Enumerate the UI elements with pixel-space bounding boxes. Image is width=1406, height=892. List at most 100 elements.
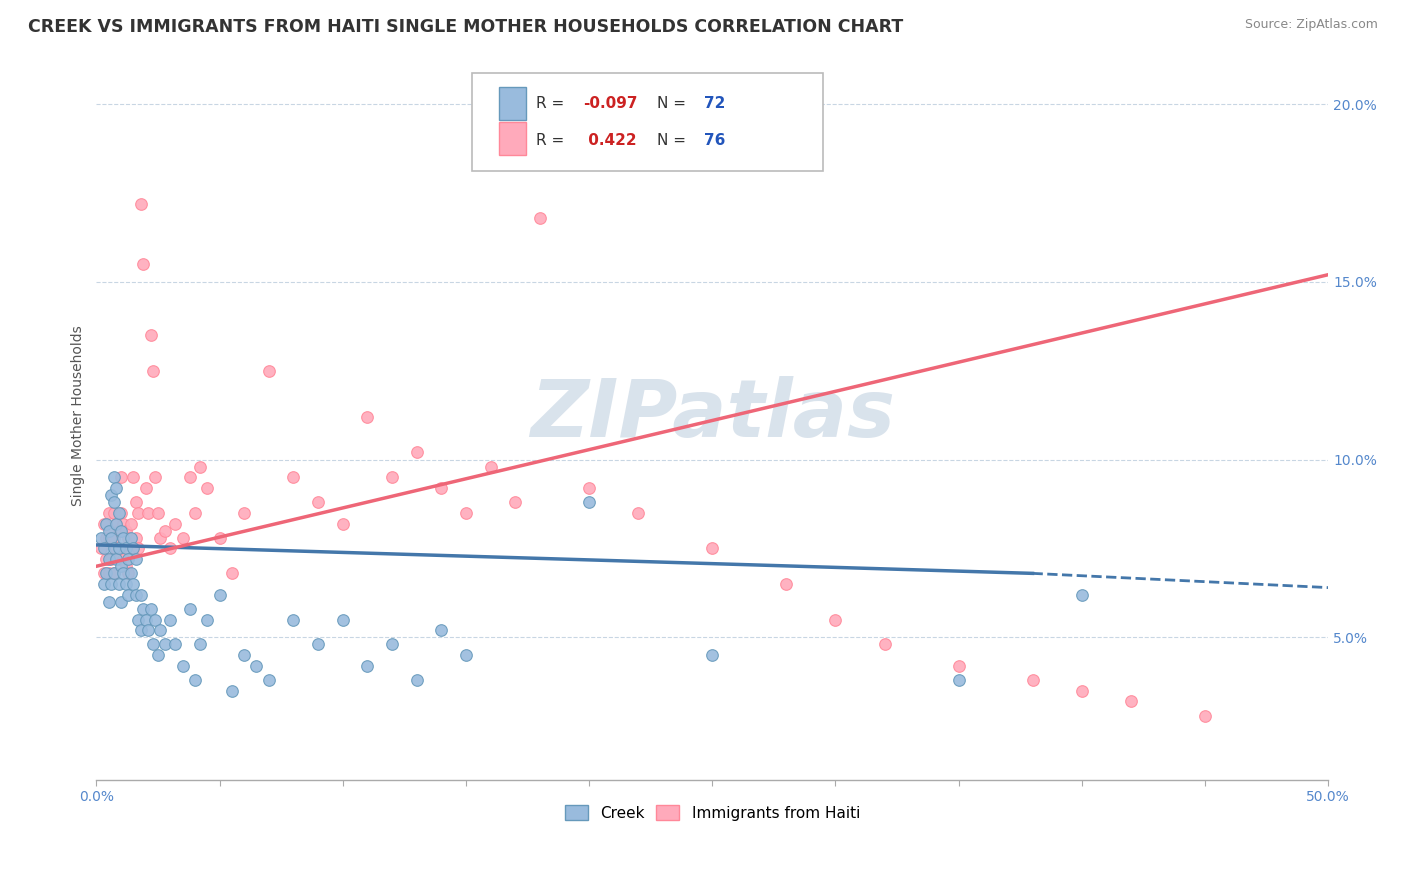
Point <box>159 613 181 627</box>
Point <box>105 552 128 566</box>
Point <box>110 595 132 609</box>
Point <box>208 531 231 545</box>
Point <box>97 524 120 538</box>
Point <box>332 613 354 627</box>
Point <box>529 211 551 225</box>
Point <box>948 673 970 687</box>
Point <box>221 683 243 698</box>
Point <box>129 624 152 638</box>
Point <box>145 470 167 484</box>
Point <box>107 577 129 591</box>
Point <box>179 602 201 616</box>
Point <box>159 541 181 556</box>
Point <box>184 506 207 520</box>
Point <box>105 541 128 556</box>
Point <box>188 638 211 652</box>
Point <box>307 638 329 652</box>
Point <box>381 470 404 484</box>
Point <box>125 588 148 602</box>
FancyBboxPatch shape <box>499 122 526 155</box>
Point <box>454 506 477 520</box>
FancyBboxPatch shape <box>472 72 823 171</box>
Text: R =: R = <box>536 96 569 112</box>
Text: Source: ZipAtlas.com: Source: ZipAtlas.com <box>1244 18 1378 31</box>
Point <box>479 459 502 474</box>
Point <box>122 541 145 556</box>
Point <box>115 577 138 591</box>
Point <box>96 552 118 566</box>
Point <box>100 488 122 502</box>
Point <box>405 673 427 687</box>
Point <box>112 552 135 566</box>
Point <box>97 531 120 545</box>
Y-axis label: Single Mother Households: Single Mother Households <box>72 325 86 506</box>
Point <box>1021 673 1043 687</box>
Point <box>155 524 177 538</box>
Point <box>105 516 128 531</box>
Point <box>129 588 152 602</box>
Point <box>125 531 148 545</box>
Point <box>233 506 256 520</box>
Point <box>115 524 138 538</box>
Point <box>120 516 142 531</box>
Point <box>775 577 797 591</box>
Point <box>332 516 354 531</box>
Point <box>195 481 218 495</box>
Point <box>627 506 650 520</box>
Point <box>120 566 142 581</box>
Point <box>110 470 132 484</box>
Point <box>135 481 157 495</box>
Point <box>430 624 453 638</box>
Text: CREEK VS IMMIGRANTS FROM HAITI SINGLE MOTHER HOUSEHOLDS CORRELATION CHART: CREEK VS IMMIGRANTS FROM HAITI SINGLE MO… <box>28 18 904 36</box>
Point <box>100 577 122 591</box>
Point <box>100 524 122 538</box>
Point <box>136 624 159 638</box>
Point <box>1194 708 1216 723</box>
Point <box>122 541 145 556</box>
Point <box>122 577 145 591</box>
Point <box>873 638 896 652</box>
Point <box>110 541 132 556</box>
Point <box>125 552 148 566</box>
Point <box>97 566 120 581</box>
Point <box>165 516 187 531</box>
Point <box>149 531 172 545</box>
Point <box>127 541 149 556</box>
Point <box>356 409 378 424</box>
Point <box>103 531 125 545</box>
Point <box>135 613 157 627</box>
Point <box>115 559 138 574</box>
Point <box>188 459 211 474</box>
Point <box>103 506 125 520</box>
Point <box>208 588 231 602</box>
Point <box>110 524 132 538</box>
Point <box>125 495 148 509</box>
Text: -0.097: -0.097 <box>583 96 637 112</box>
Point <box>107 541 129 556</box>
Point <box>122 470 145 484</box>
Point <box>97 595 120 609</box>
Point <box>139 328 162 343</box>
Point <box>112 516 135 531</box>
Point <box>107 552 129 566</box>
Point <box>117 531 139 545</box>
Point <box>110 506 132 520</box>
Point <box>90 541 112 556</box>
Point <box>127 506 149 520</box>
Point <box>90 531 112 545</box>
Point <box>117 566 139 581</box>
Point <box>145 613 167 627</box>
Point <box>454 648 477 662</box>
Point <box>129 196 152 211</box>
Point <box>103 495 125 509</box>
Point <box>195 613 218 627</box>
Point <box>172 658 194 673</box>
Point <box>578 481 600 495</box>
Point <box>107 506 129 520</box>
Point <box>136 506 159 520</box>
Point <box>93 566 115 581</box>
Point <box>120 531 142 545</box>
Point <box>503 495 526 509</box>
Point <box>105 481 128 495</box>
Text: 76: 76 <box>703 133 725 148</box>
